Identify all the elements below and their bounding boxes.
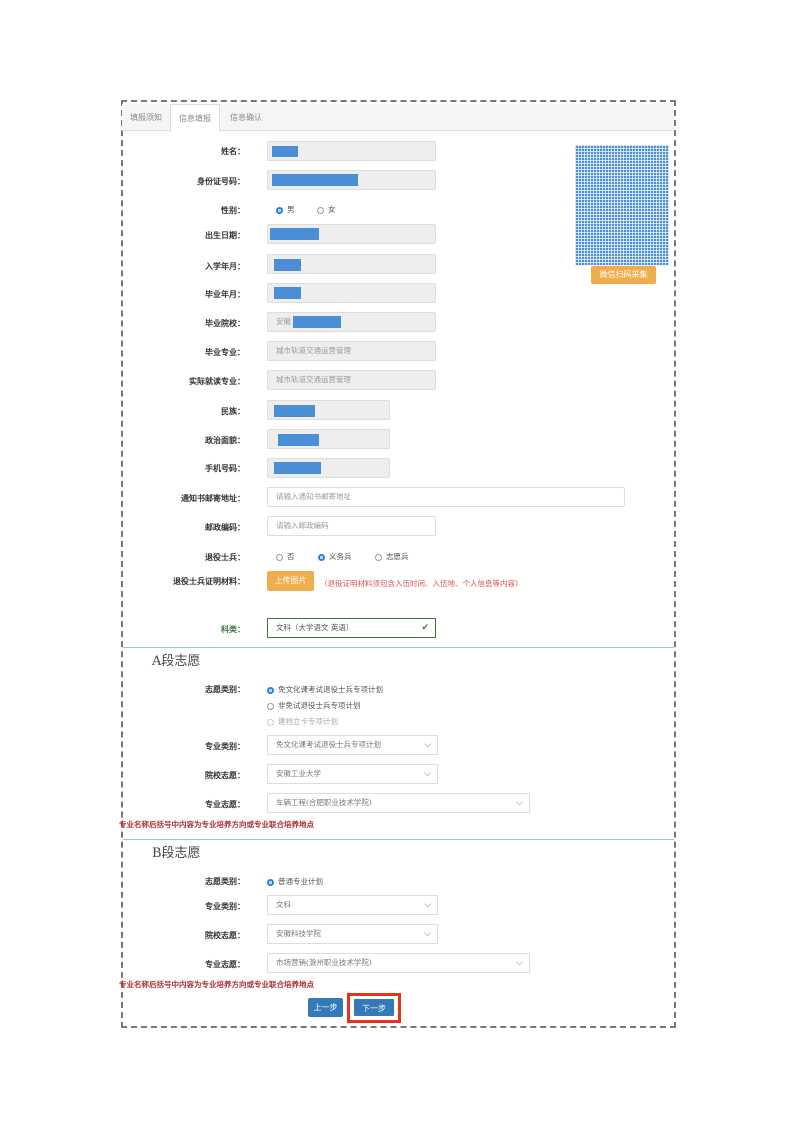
veteran-label: 退役士兵： bbox=[205, 552, 245, 562]
chevron-down-icon: ⌵ bbox=[424, 740, 431, 750]
a-school-label: 院校志愿： bbox=[205, 770, 245, 780]
id-label: 身份证号码： bbox=[197, 176, 245, 186]
redaction bbox=[293, 316, 341, 328]
a-major-select[interactable]: 车辆工程(合肥职业技术学院) ⌵ bbox=[267, 793, 530, 813]
chevron-down-icon: ⌵ bbox=[424, 769, 431, 779]
b-school-select[interactable]: 安徽科技学院 ⌵ bbox=[267, 924, 438, 944]
redaction bbox=[274, 259, 301, 271]
veteran-conscript-radio[interactable]: 义务兵 bbox=[318, 551, 352, 562]
ethnic-label: 民族： bbox=[221, 406, 245, 416]
highlight-box bbox=[347, 993, 401, 1023]
address-input[interactable]: 请输入通知书邮寄地址 bbox=[267, 487, 625, 507]
b-note: 专业名称后括号中内容为专业培养方向或专业联合培养地点 bbox=[119, 980, 314, 989]
b-major-label: 专业志愿： bbox=[205, 959, 245, 969]
political-label: 政治面貌： bbox=[205, 435, 245, 445]
subject-select[interactable]: 文科（大学语文 英语） ✔ bbox=[267, 618, 436, 638]
phone-label: 手机号码： bbox=[205, 463, 245, 473]
major-field: 城市轨道交通运营管理 bbox=[267, 341, 436, 361]
veteran-volunteer-radio[interactable]: 志愿兵 bbox=[375, 551, 409, 562]
a-note: 专业名称后括号中内容为专业培养方向或专业联合培养地点 bbox=[119, 820, 314, 829]
redaction bbox=[274, 287, 301, 299]
a-major-cat-label: 专业类别： bbox=[205, 741, 245, 751]
enroll-label: 入学年月： bbox=[205, 261, 245, 271]
next-button[interactable]: 下一步 bbox=[353, 998, 395, 1017]
tab-notice[interactable]: 填报须知 bbox=[130, 113, 162, 122]
a-type-label: 志愿类别： bbox=[205, 684, 245, 694]
school-label: 毕业院校： bbox=[205, 318, 245, 328]
tab-fill-info[interactable]: 信息填报 bbox=[170, 104, 220, 132]
name-label: 姓名： bbox=[221, 146, 245, 156]
photo-area bbox=[575, 145, 669, 265]
section-b-title: B段志愿 bbox=[152, 846, 201, 861]
graduate-label: 毕业年月： bbox=[205, 289, 245, 299]
tab-bar: 填报须知 信息填报 信息确认 bbox=[122, 104, 674, 132]
check-icon: ✔ bbox=[421, 623, 429, 633]
wechat-scan-button[interactable]: 微信扫码采集 bbox=[591, 266, 656, 284]
actual-major-field: 城市轨道交通运营管理 bbox=[267, 370, 436, 390]
b-type-label: 志愿类别： bbox=[205, 876, 245, 886]
chevron-down-icon: ⌵ bbox=[424, 929, 431, 939]
gender-female-radio[interactable]: 女 bbox=[317, 204, 336, 215]
redaction bbox=[274, 462, 321, 474]
postcode-input[interactable]: 请输入邮政编码 bbox=[267, 516, 436, 536]
chevron-down-icon: ⌵ bbox=[424, 900, 431, 910]
actual-major-label: 实际就读专业： bbox=[189, 376, 245, 386]
gender-label: 性别： bbox=[221, 205, 245, 215]
graduate-field bbox=[267, 283, 436, 303]
b-school-label: 院校志愿： bbox=[205, 930, 245, 940]
proof-hint: （退役证明材料须包含入伍时间、入伍地、个人信息等内容） bbox=[320, 579, 523, 588]
b-major-cat-select[interactable]: 文科 ⌵ bbox=[267, 895, 438, 915]
postcode-label: 邮政编码： bbox=[205, 522, 245, 532]
redaction bbox=[274, 405, 315, 417]
b-type-radio-1[interactable]: 普通专业计划 bbox=[267, 876, 323, 887]
b-major-select[interactable]: 市场营销(滁州职业技术学院) ⌵ bbox=[267, 953, 530, 973]
a-type-radio-1[interactable]: 免文化课考试退役士兵专项计划 bbox=[267, 684, 383, 695]
redaction bbox=[272, 146, 298, 157]
divider bbox=[123, 839, 674, 840]
chevron-down-icon: ⌵ bbox=[516, 798, 523, 808]
redaction bbox=[278, 434, 319, 446]
prev-button[interactable]: 上一步 bbox=[308, 998, 343, 1017]
a-school-select[interactable]: 安徽工业大学 ⌵ bbox=[267, 764, 438, 784]
veteran-no-radio[interactable]: 否 bbox=[276, 551, 295, 562]
gender-male-radio[interactable]: 男 bbox=[276, 204, 295, 215]
section-a-title: A段志愿 bbox=[152, 654, 201, 669]
a-type-radio-2[interactable]: 非免试退役士兵专项计划 bbox=[267, 700, 361, 711]
a-major-cat-select[interactable]: 免文化课考试退役士兵专项计划 ⌵ bbox=[267, 735, 438, 755]
chevron-down-icon: ⌵ bbox=[516, 958, 523, 968]
proof-label: 退役士兵证明材料： bbox=[173, 576, 245, 586]
major-label: 毕业专业： bbox=[205, 347, 245, 357]
b-major-cat-label: 专业类别： bbox=[205, 901, 245, 911]
redaction bbox=[272, 174, 358, 186]
a-type-radio-3[interactable]: 建档立卡专项计划 bbox=[267, 716, 338, 727]
subject-label: 科类： bbox=[221, 624, 245, 634]
name-field bbox=[267, 141, 436, 161]
redaction bbox=[270, 228, 319, 240]
form-frame bbox=[121, 100, 676, 1028]
enroll-field bbox=[267, 254, 436, 274]
a-major-label: 专业志愿： bbox=[205, 799, 245, 809]
address-label: 通知书邮寄地址： bbox=[181, 493, 245, 503]
birth-label: 出生日期： bbox=[205, 230, 245, 240]
divider bbox=[123, 647, 674, 648]
tab-confirm[interactable]: 信息确认 bbox=[230, 113, 262, 122]
upload-image-button[interactable]: 上传图片 bbox=[267, 571, 314, 591]
